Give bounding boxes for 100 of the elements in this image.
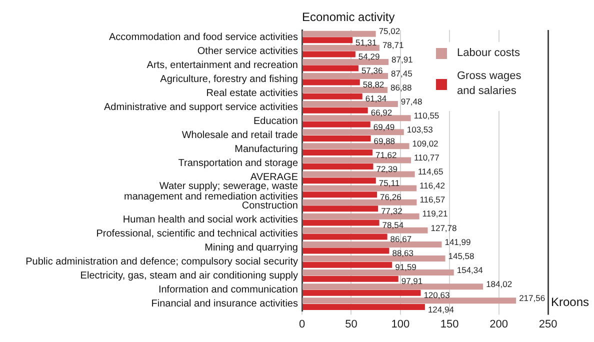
data-label: 69,49 xyxy=(373,122,395,132)
bar xyxy=(302,304,425,310)
data-label: 124,94 xyxy=(428,304,454,314)
y-tick-label: Real estate activities xyxy=(206,88,298,99)
data-label: 77,32 xyxy=(381,206,403,216)
bar xyxy=(302,101,398,108)
data-label: 87,91 xyxy=(392,54,414,64)
bar xyxy=(302,121,370,128)
y-tick-label: Manufacturing xyxy=(234,144,298,156)
y-tick-label: Wholesale and retail trade xyxy=(182,130,298,142)
bar xyxy=(302,248,390,254)
data-label: 103,53 xyxy=(406,124,434,134)
data-label: 61,34 xyxy=(365,94,387,104)
y-tick-label: Public administration and defence; compulsory social security xyxy=(26,256,298,268)
data-label: 91,59 xyxy=(395,262,417,272)
bar xyxy=(302,234,388,240)
data-label: 97,48 xyxy=(400,96,422,106)
y-tick-label: Human health and social work activities xyxy=(122,214,298,226)
data-label: 154,34 xyxy=(456,264,484,275)
y-tick-label: Construction xyxy=(242,200,298,212)
x-tick-label: 0 xyxy=(298,318,306,330)
bar xyxy=(302,135,371,142)
data-label: 184,02 xyxy=(486,278,512,289)
legend-label: Gross wages and salaries xyxy=(457,69,522,99)
bar xyxy=(302,206,378,212)
bar xyxy=(302,30,376,37)
y-tick-label: Water supply; sewerage, waste management and remediation activities xyxy=(124,180,298,202)
bar xyxy=(302,298,516,304)
bar xyxy=(302,270,454,276)
bar xyxy=(302,164,374,170)
data-label: 72,39 xyxy=(376,164,398,174)
bar xyxy=(302,51,356,58)
bar xyxy=(302,199,417,206)
data-label: 110,77 xyxy=(414,152,440,163)
x-axis-title: Kroons xyxy=(551,294,590,309)
bar xyxy=(302,256,446,262)
data-label: 75,02 xyxy=(378,26,400,36)
bar xyxy=(302,115,411,122)
data-label: 69,88 xyxy=(374,136,396,146)
data-label: 57,36 xyxy=(361,66,383,76)
bar xyxy=(302,93,362,100)
data-label: 217,56 xyxy=(519,292,546,303)
data-label: 114,65 xyxy=(418,166,444,177)
bar xyxy=(302,65,358,72)
bar xyxy=(302,107,368,114)
data-label: 116,42 xyxy=(420,180,446,191)
data-label: 51,31 xyxy=(355,38,378,48)
data-label: 97,91 xyxy=(401,276,423,286)
data-label: 88,63 xyxy=(392,248,414,258)
y-tick-label: Arts, entertainment and recreation xyxy=(146,60,298,71)
data-label: 141,99 xyxy=(444,236,471,247)
y-tick-label: Administrative and support service activities xyxy=(104,102,298,113)
y-tick-label: Financial and insurance activities xyxy=(151,298,298,310)
y-tick-label: Other service activities xyxy=(197,46,298,57)
bar xyxy=(302,79,360,86)
data-label: 127,78 xyxy=(430,222,458,233)
bar xyxy=(302,150,372,156)
data-label: 145,58 xyxy=(448,250,475,261)
bar xyxy=(302,284,484,290)
data-label: 87,45 xyxy=(391,68,413,78)
bar xyxy=(302,276,398,282)
data-label: 86,88 xyxy=(390,82,412,92)
data-label: 110,55 xyxy=(414,110,440,120)
x-tick-label: 50 xyxy=(345,318,358,330)
y-tick-label: Education xyxy=(254,116,298,128)
y-axis-title: Economic activity xyxy=(302,10,395,24)
y-tick-label: Mining and quarrying xyxy=(204,242,298,254)
x-tick-label: 250 xyxy=(538,318,558,330)
bar xyxy=(302,213,420,220)
data-label: 109,02 xyxy=(412,138,439,149)
data-label: 78,54 xyxy=(382,220,404,230)
data-label: 75,11 xyxy=(378,178,400,188)
data-label: 86,67 xyxy=(390,234,412,244)
data-label: 116,57 xyxy=(420,194,446,205)
y-tick-label: Information and communication xyxy=(158,284,298,296)
x-tick-label: 150 xyxy=(440,318,459,330)
bar xyxy=(302,192,378,198)
data-label: 78,71 xyxy=(382,40,404,50)
bar xyxy=(302,37,352,44)
legend-label: Labour costs xyxy=(457,46,520,61)
data-label: 76,26 xyxy=(380,192,402,202)
x-tick-label: 100 xyxy=(391,318,410,330)
data-label: 71,62 xyxy=(375,150,398,160)
y-tick-label: Accommodation and food service activities xyxy=(109,32,298,43)
data-label: 54,29 xyxy=(358,52,380,62)
data-label: 66,92 xyxy=(370,108,392,118)
bar xyxy=(302,178,376,184)
bar xyxy=(302,87,388,94)
data-label: 119,21 xyxy=(422,208,448,219)
y-tick-label: Agriculture, forestry and fishing xyxy=(160,74,298,85)
bar xyxy=(302,220,380,226)
y-tick-label: Professional, scientific and technical activities xyxy=(96,228,298,240)
bar xyxy=(302,44,380,51)
bar xyxy=(302,262,392,268)
bar xyxy=(302,290,421,296)
data-label: 58,82 xyxy=(362,80,384,90)
data-label: 120,63 xyxy=(424,290,450,300)
y-tick-label: AVERAGE xyxy=(250,172,298,184)
x-tick-label: 200 xyxy=(490,318,508,330)
y-tick-label: Transportation and storage xyxy=(178,158,298,170)
